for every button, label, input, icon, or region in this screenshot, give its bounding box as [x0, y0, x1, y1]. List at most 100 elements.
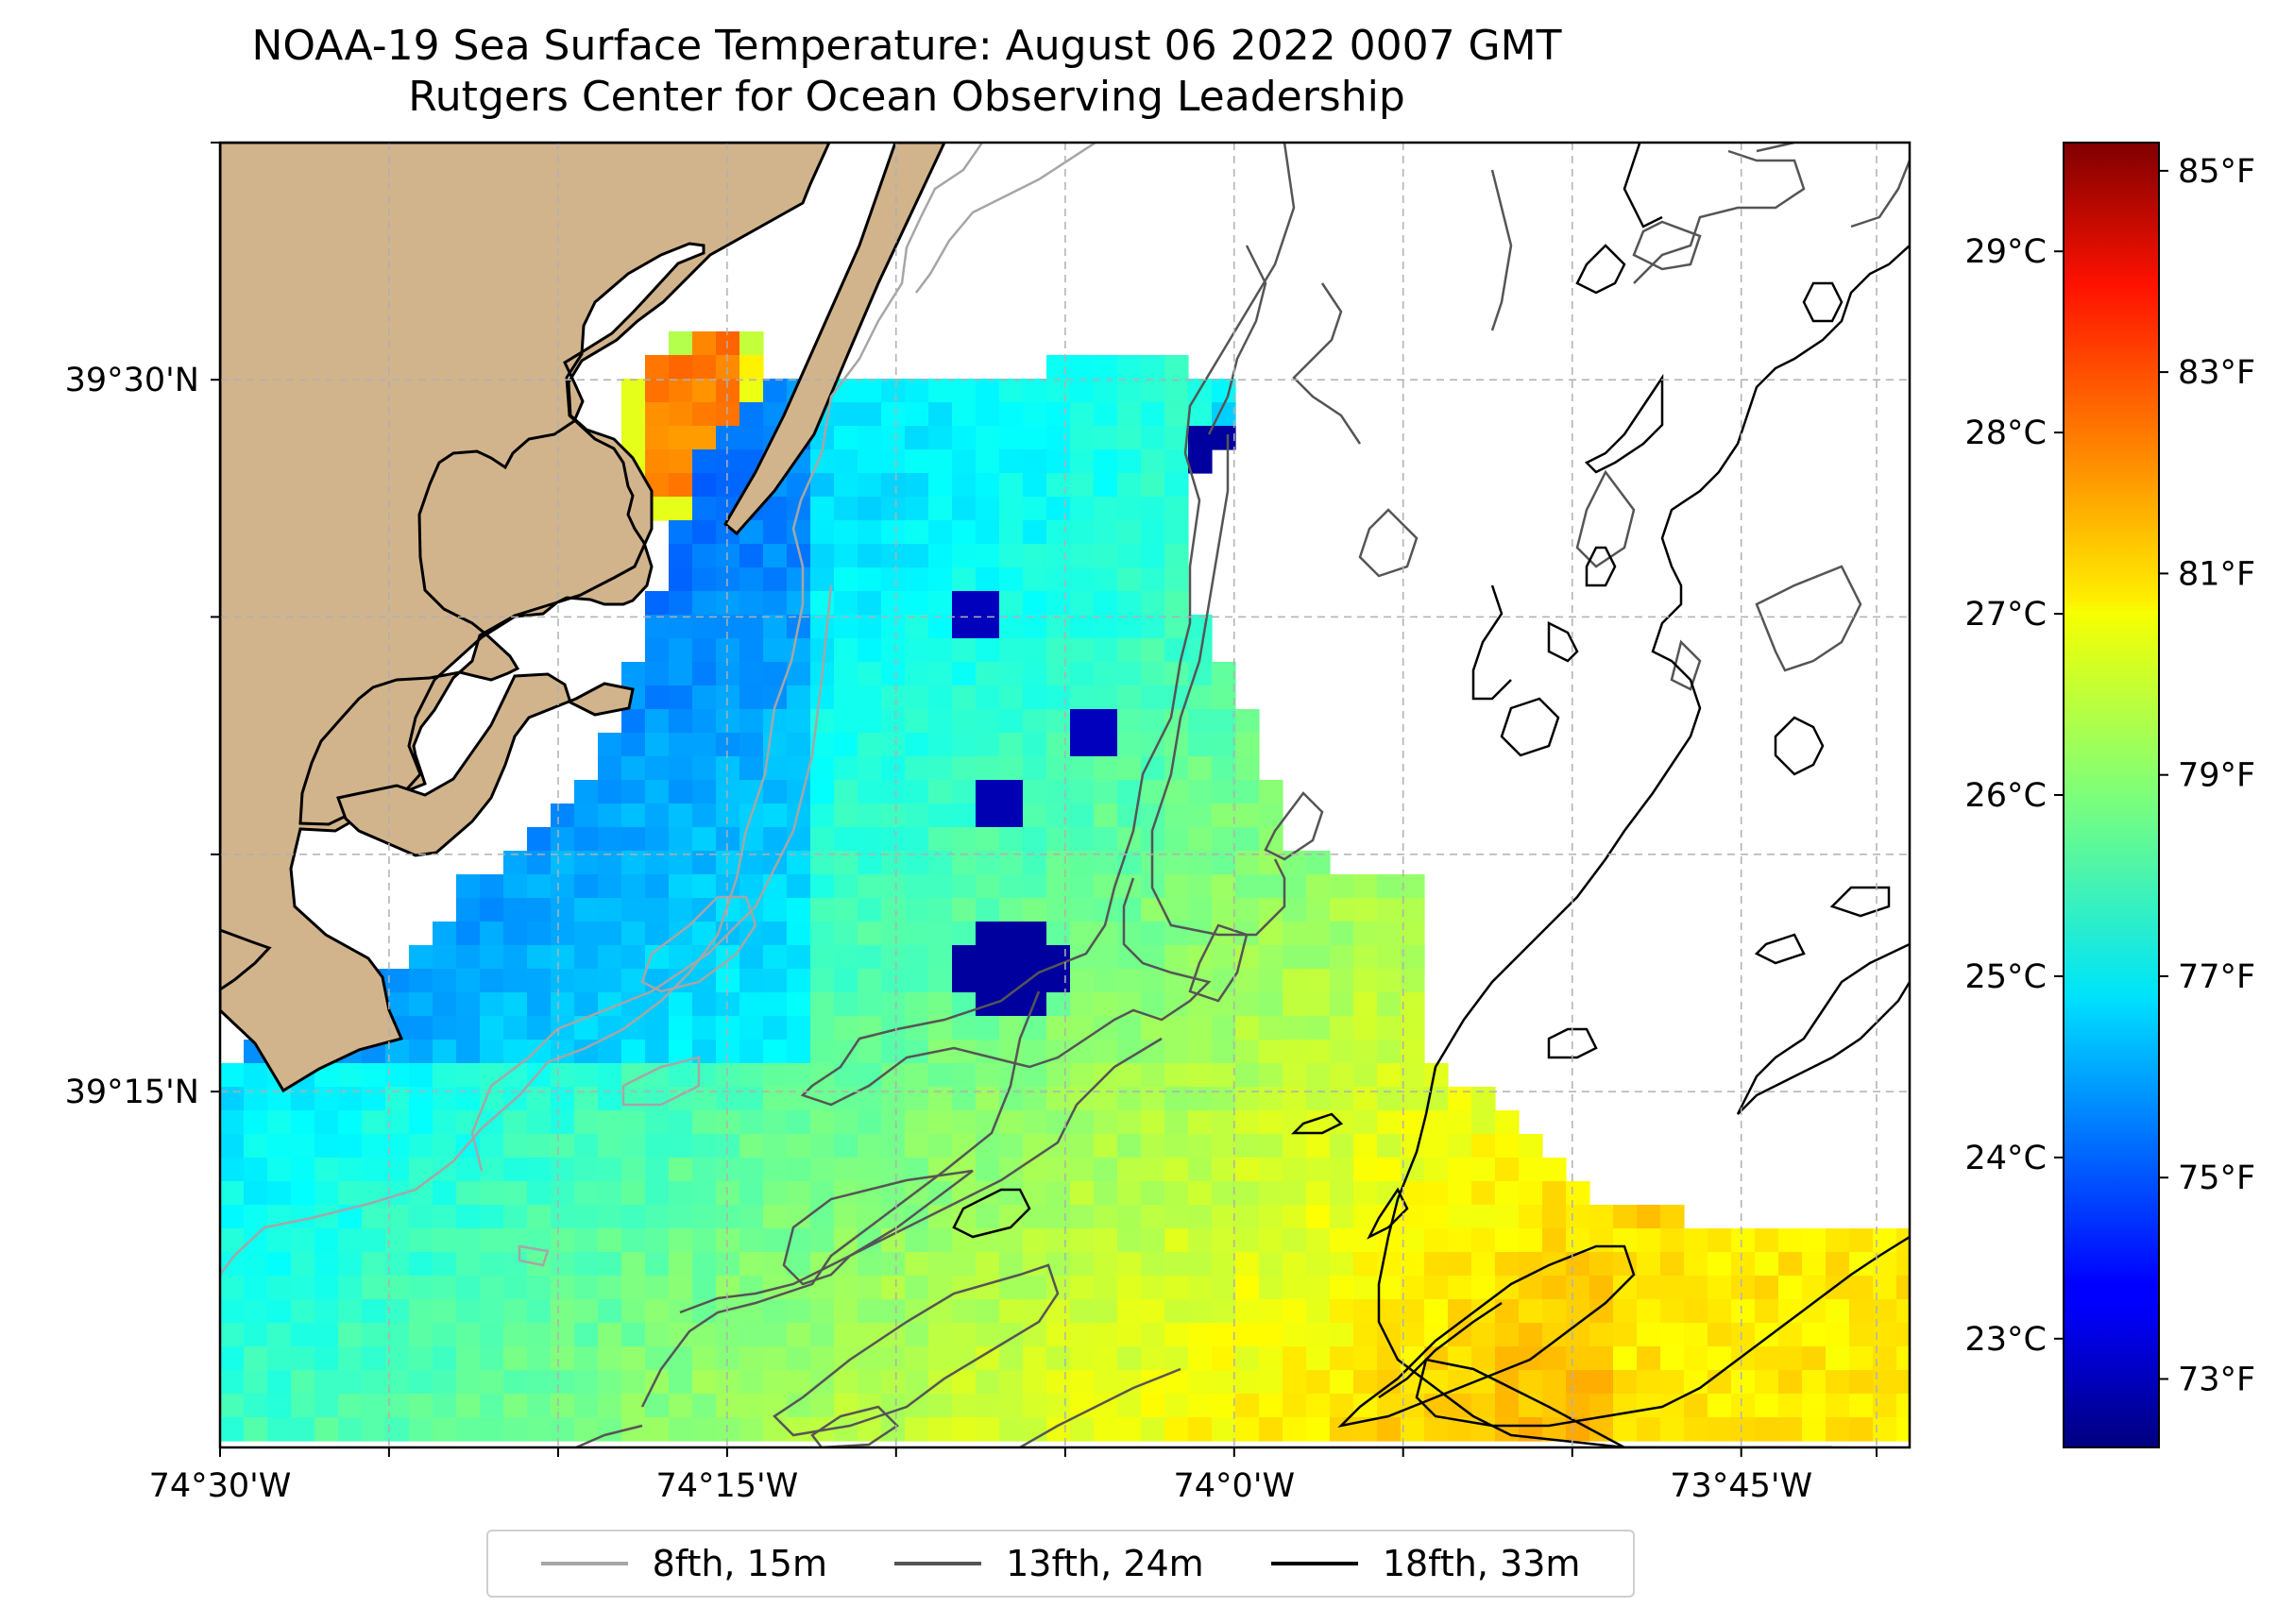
- sst-cell: [739, 709, 764, 734]
- sst-cell: [1117, 567, 1142, 592]
- sst-cell: [503, 1276, 528, 1300]
- sst-cell: [1046, 1016, 1071, 1040]
- sst-cell: [952, 615, 977, 639]
- sst-cell: [976, 1158, 1000, 1182]
- sst-cell: [905, 1370, 929, 1395]
- sst-cell: [1188, 780, 1213, 804]
- sst-cell: [645, 1016, 670, 1040]
- sst-cell: [739, 426, 764, 450]
- sst-cell: [1495, 1158, 1520, 1182]
- sst-cell: [1353, 1134, 1378, 1159]
- sst-cell: [881, 827, 906, 852]
- sst-cell: [976, 874, 1000, 899]
- sst-cell: [905, 804, 929, 828]
- sst-cell: [267, 1346, 292, 1371]
- sst-cell: [692, 1040, 717, 1064]
- sst-cell: [1401, 1040, 1425, 1064]
- sst-cell: [1306, 1134, 1331, 1159]
- sst-cell: [1070, 662, 1095, 686]
- sst-cell: [1755, 1346, 1779, 1371]
- sst-cell: [1330, 1228, 1354, 1253]
- sst-cell: [669, 379, 693, 403]
- sst-cell: [810, 1110, 835, 1135]
- sst-cell: [1353, 1299, 1378, 1324]
- sst-cell: [1117, 756, 1142, 781]
- sst-cell: [1802, 1370, 1827, 1395]
- sst-cell: [574, 804, 599, 828]
- sst-cell: [645, 1158, 670, 1182]
- sst-cell: [905, 733, 929, 757]
- sst-cell: [1306, 969, 1331, 993]
- sst-cell: [928, 898, 953, 922]
- colorbar-fahrenheit-labels: 73°F75°F77°F79°F81°F83°F85°F: [2178, 153, 2255, 1399]
- sst-cell: [1566, 1394, 1590, 1418]
- sst-cell: [1448, 1252, 1472, 1277]
- sst-cell: [1094, 1252, 1118, 1277]
- sst-cell: [1637, 1205, 1661, 1229]
- sst-cell: [1660, 1417, 1685, 1442]
- sst-cell: [1826, 1370, 1850, 1395]
- sst-cell: [1259, 992, 1283, 1017]
- sst-cell: [1566, 1323, 1590, 1347]
- sst-cell: [456, 1417, 481, 1442]
- sst-cell: [1046, 1370, 1071, 1395]
- sst-cell: [1094, 1299, 1118, 1324]
- sst-cell: [669, 1252, 693, 1277]
- sst-cell: [1212, 1063, 1236, 1088]
- sst-cell: [480, 1228, 504, 1253]
- sst-cell: [598, 1323, 622, 1347]
- sst-cell: [763, 1228, 788, 1253]
- sst-cell: [551, 1063, 575, 1088]
- lon-tick-label: 73°45'W: [1670, 1467, 1812, 1505]
- sst-cell: [763, 945, 788, 970]
- sst-cell: [928, 426, 953, 450]
- sst-cell: [1141, 520, 1165, 545]
- sst-cell: [1046, 969, 1071, 993]
- sst-cell: [763, 1299, 788, 1324]
- sst-cell: [1212, 1181, 1236, 1206]
- sst-cell: [1283, 1276, 1307, 1300]
- sst-cell: [480, 922, 504, 946]
- sst-cell: [1094, 1087, 1118, 1111]
- sst-cell: [645, 615, 670, 639]
- sst-cell: [1046, 1323, 1071, 1347]
- sst-cell: [220, 1370, 245, 1395]
- sst-cell: [480, 1299, 504, 1324]
- sst-cell: [645, 1252, 670, 1277]
- sst-cell: [527, 827, 552, 852]
- sst-cell: [480, 1063, 504, 1088]
- sst-cell: [1330, 1110, 1354, 1135]
- sst-cell: [1164, 1158, 1189, 1182]
- sst-cell: [1164, 1016, 1189, 1040]
- sst-cell: [1306, 1158, 1331, 1182]
- sst-cell: [291, 1417, 315, 1442]
- sst-cell: [905, 662, 929, 686]
- sst-cell: [1046, 756, 1071, 781]
- sst-cell: [1684, 1394, 1708, 1418]
- sst-cell: [952, 945, 977, 970]
- sst-cell: [834, 922, 858, 946]
- sst-cell: [739, 1205, 764, 1229]
- sst-cell: [716, 1087, 740, 1111]
- sst-cell: [1212, 1016, 1236, 1040]
- sst-cell: [1094, 662, 1118, 686]
- sst-cell: [834, 662, 858, 686]
- sst-cell: [574, 898, 599, 922]
- sst-cell: [433, 1346, 457, 1371]
- sst-cell: [999, 992, 1024, 1017]
- sst-cell: [1755, 1276, 1779, 1300]
- sst-cell: [1188, 449, 1213, 474]
- sst-cell: [1235, 1228, 1260, 1253]
- sst-cell: [338, 1087, 363, 1111]
- sst-cell: [858, 1063, 882, 1088]
- sst-cell: [598, 1346, 622, 1371]
- sst-cell: [645, 1063, 670, 1088]
- sst-cell: [716, 733, 740, 757]
- sst-cell: [928, 804, 953, 828]
- sst-cell: [1117, 898, 1142, 922]
- sst-cell: [669, 874, 693, 899]
- sst-cell: [1353, 1205, 1378, 1229]
- sst-cell: [1377, 874, 1402, 899]
- sst-cell: [503, 945, 528, 970]
- sst-cell: [1141, 1299, 1165, 1324]
